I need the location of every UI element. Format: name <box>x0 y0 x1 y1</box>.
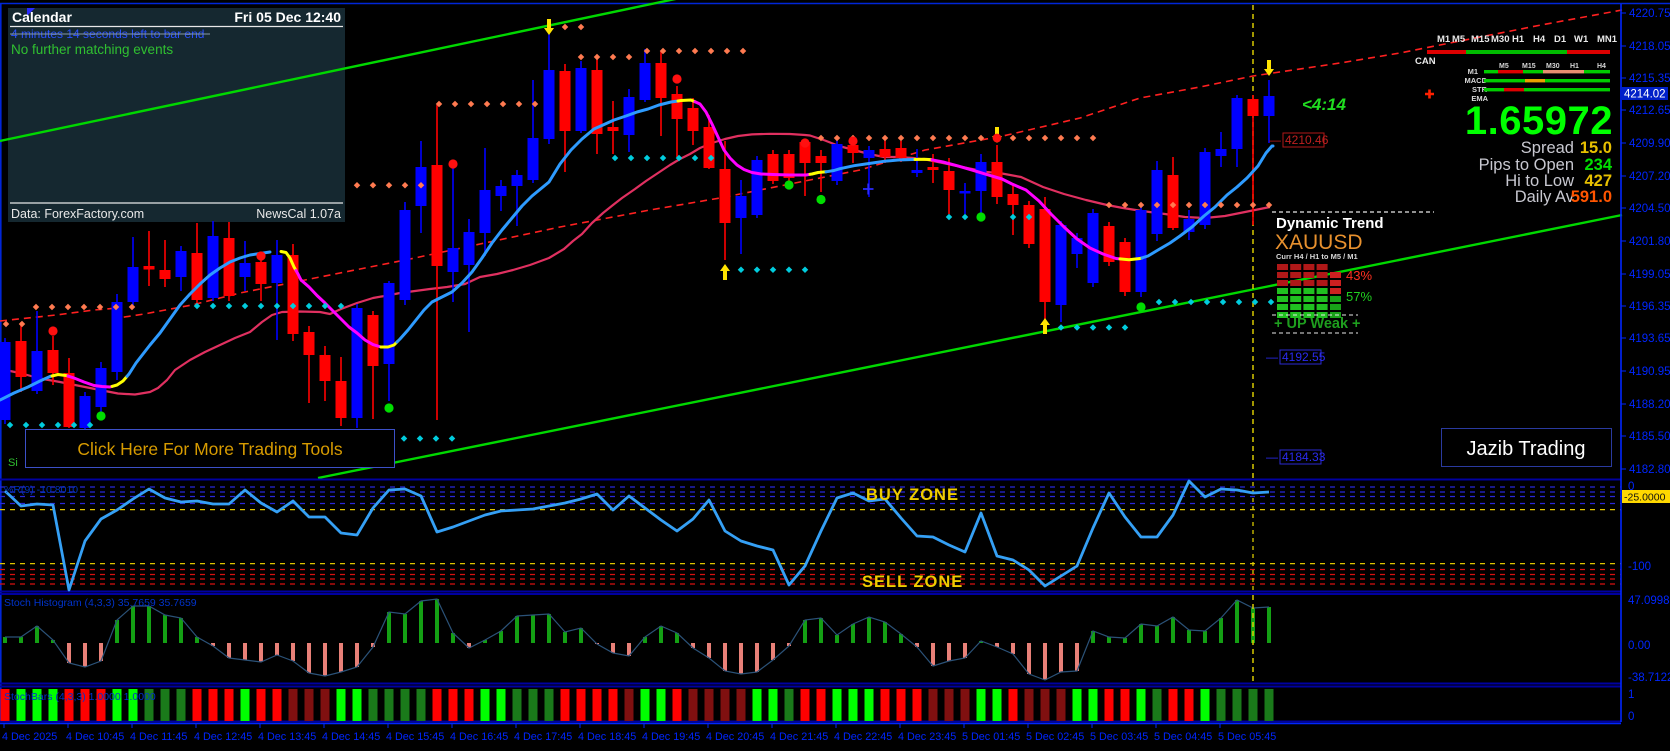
svg-text:5 Dec 01:45: 5 Dec 01:45 <box>962 731 1020 743</box>
svg-text:M1: M1 <box>1437 34 1451 45</box>
svg-text:4204.50: 4204.50 <box>1629 203 1670 215</box>
svg-text:Daily Av: Daily Av <box>1515 188 1575 206</box>
svg-text:Jazib Trading: Jazib Trading <box>1467 438 1586 460</box>
svg-text:Calendar: Calendar <box>12 9 72 25</box>
svg-text:H1: H1 <box>1570 63 1579 70</box>
svg-text:43%: 43% <box>1346 268 1372 283</box>
svg-text:NewsCal 1.07a: NewsCal 1.07a <box>256 207 341 221</box>
svg-text:M15: M15 <box>1522 63 1536 70</box>
svg-text:5 Dec 04:45: 5 Dec 04:45 <box>1154 731 1212 743</box>
svg-text:<4:14: <4:14 <box>1302 95 1346 114</box>
svg-text:-38.7122: -38.7122 <box>1628 672 1670 684</box>
svg-text:4188.20: 4188.20 <box>1629 399 1670 411</box>
svg-text:STR: STR <box>1472 85 1488 94</box>
svg-text:1.65972: 1.65972 <box>1465 99 1613 143</box>
svg-text:4 Dec 17:45: 4 Dec 17:45 <box>514 731 572 743</box>
svg-text:4210.46: 4210.46 <box>1285 133 1329 147</box>
svg-text:4 Dec 19:45: 4 Dec 19:45 <box>642 731 700 743</box>
svg-text:4196.35: 4196.35 <box>1629 301 1670 313</box>
svg-text:H4: H4 <box>1597 63 1606 70</box>
svg-text:No further matching events: No further matching events <box>11 42 173 57</box>
svg-text:4 Dec 10:45: 4 Dec 10:45 <box>66 731 124 743</box>
svg-text:+ UP Weak +: + UP Weak + <box>1274 316 1361 332</box>
svg-text:4220.75: 4220.75 <box>1629 8 1670 20</box>
svg-text:M5: M5 <box>1452 34 1466 45</box>
svg-text:—: — <box>1266 350 1278 364</box>
svg-text:Si: Si <box>8 457 18 469</box>
svg-text:H4: H4 <box>1533 34 1546 45</box>
svg-text:4 Dec 11:45: 4 Dec 11:45 <box>130 731 187 743</box>
svg-text:W1: W1 <box>1574 34 1589 45</box>
svg-text:—: — <box>1269 133 1281 147</box>
svg-text:4185.50: 4185.50 <box>1629 431 1670 443</box>
svg-text:4218.05: 4218.05 <box>1629 41 1670 53</box>
svg-text:427: 427 <box>1584 172 1612 190</box>
svg-text:0: 0 <box>1628 481 1634 493</box>
svg-text:Hi to Low: Hi to Low <box>1505 172 1574 190</box>
svg-text:4184.33: 4184.33 <box>1282 450 1326 464</box>
svg-text:M30: M30 <box>1491 34 1509 45</box>
svg-text:Fri 05 Dec 12:40: Fri 05 Dec 12:40 <box>234 9 341 25</box>
svg-text:5 Dec 02:45: 5 Dec 02:45 <box>1026 731 1084 743</box>
svg-text:Dynamic Trend: Dynamic Trend <box>1276 215 1384 232</box>
svg-text:—: — <box>1266 450 1278 464</box>
svg-text:MN1: MN1 <box>1597 34 1618 45</box>
svg-text:Stoch Histogram (4,3,3) 35.765: Stoch Histogram (4,3,3) 35.7659 35.7659 <box>4 597 197 609</box>
svg-text:4 Dec 16:45: 4 Dec 16:45 <box>450 731 508 743</box>
svg-text:4190.95: 4190.95 <box>1629 366 1670 378</box>
svg-text:4 Dec 22:45: 4 Dec 22:45 <box>834 731 892 743</box>
svg-text:4 Dec 23:45: 4 Dec 23:45 <box>898 731 956 743</box>
svg-text:H1: H1 <box>1512 34 1525 45</box>
svg-text:M5: M5 <box>1499 63 1509 70</box>
svg-text:MACD: MACD <box>1465 76 1488 85</box>
svg-text:4182.80: 4182.80 <box>1629 464 1670 476</box>
svg-text:XAUUSD: XAUUSD <box>1275 231 1363 254</box>
svg-text:4 Dec 20:45: 4 Dec 20:45 <box>706 731 764 743</box>
svg-text:591.0: 591.0 <box>1571 188 1612 206</box>
svg-text:4209.90: 4209.90 <box>1629 138 1670 150</box>
svg-text:%R(9) -10.8010: %R(9) -10.8010 <box>4 484 78 496</box>
svg-text:4 Dec 21:45: 4 Dec 21:45 <box>770 731 828 743</box>
svg-text:0: 0 <box>1628 711 1634 723</box>
svg-text:1: 1 <box>1628 689 1634 701</box>
svg-text:M1: M1 <box>1468 67 1478 76</box>
svg-text:234: 234 <box>1584 156 1612 174</box>
svg-text:4 Dec 2025: 4 Dec 2025 <box>2 731 57 743</box>
svg-text:57%: 57% <box>1346 289 1372 304</box>
svg-text:5 Dec 05:45: 5 Dec 05:45 <box>1218 731 1276 743</box>
svg-text:47.0998: 47.0998 <box>1628 595 1670 607</box>
svg-text:4215.35: 4215.35 <box>1629 73 1670 85</box>
svg-text:4 Dec 15:45: 4 Dec 15:45 <box>386 731 444 743</box>
svg-text:Spread: Spread <box>1521 139 1574 157</box>
svg-text:0.00: 0.00 <box>1628 640 1650 652</box>
svg-text:4192.55: 4192.55 <box>1282 350 1326 364</box>
svg-text:Pips to Open: Pips to Open <box>1479 156 1574 174</box>
svg-text:Data: ForexFactory.com: Data: ForexFactory.com <box>11 207 144 221</box>
svg-text:-100: -100 <box>1628 561 1651 573</box>
svg-text:M30: M30 <box>1546 63 1560 70</box>
svg-text:CAN: CAN <box>1415 56 1436 67</box>
svg-text:-25.0000: -25.0000 <box>1624 492 1666 504</box>
svg-text:BUY ZONE: BUY ZONE <box>866 486 959 504</box>
svg-text:SELL ZONE: SELL ZONE <box>862 573 963 591</box>
svg-text:15.0: 15.0 <box>1580 139 1612 157</box>
svg-text:4 Dec 18:45: 4 Dec 18:45 <box>578 731 636 743</box>
svg-text:4 Dec 13:45: 4 Dec 13:45 <box>258 731 316 743</box>
svg-text:4201.80: 4201.80 <box>1629 236 1670 248</box>
svg-text:EMA: EMA <box>1471 94 1488 103</box>
svg-text:Click Here For More Trading To: Click Here For More Trading Tools <box>77 439 342 459</box>
svg-text:4 Dec 12:45: 4 Dec 12:45 <box>194 731 252 743</box>
svg-text:Curr H4 / H1 to M5 / M1: Curr H4 / H1 to M5 / M1 <box>1276 252 1358 261</box>
svg-text:4193.65: 4193.65 <box>1629 333 1670 345</box>
svg-text:4199.05: 4199.05 <box>1629 269 1670 281</box>
svg-text:4214.02: 4214.02 <box>1624 89 1666 101</box>
svg-text:4207.20: 4207.20 <box>1629 171 1670 183</box>
svg-text:M15: M15 <box>1471 34 1490 45</box>
svg-text:4212.65: 4212.65 <box>1629 105 1670 117</box>
svg-text:4 Dec 14:45: 4 Dec 14:45 <box>322 731 380 743</box>
svg-text:5 Dec 03:45: 5 Dec 03:45 <box>1090 731 1148 743</box>
svg-text:D1: D1 <box>1554 34 1567 45</box>
svg-text:StochBars (4,3,3) 1.0000 1.000: StochBars (4,3,3) 1.0000 1.0000 <box>4 691 156 703</box>
